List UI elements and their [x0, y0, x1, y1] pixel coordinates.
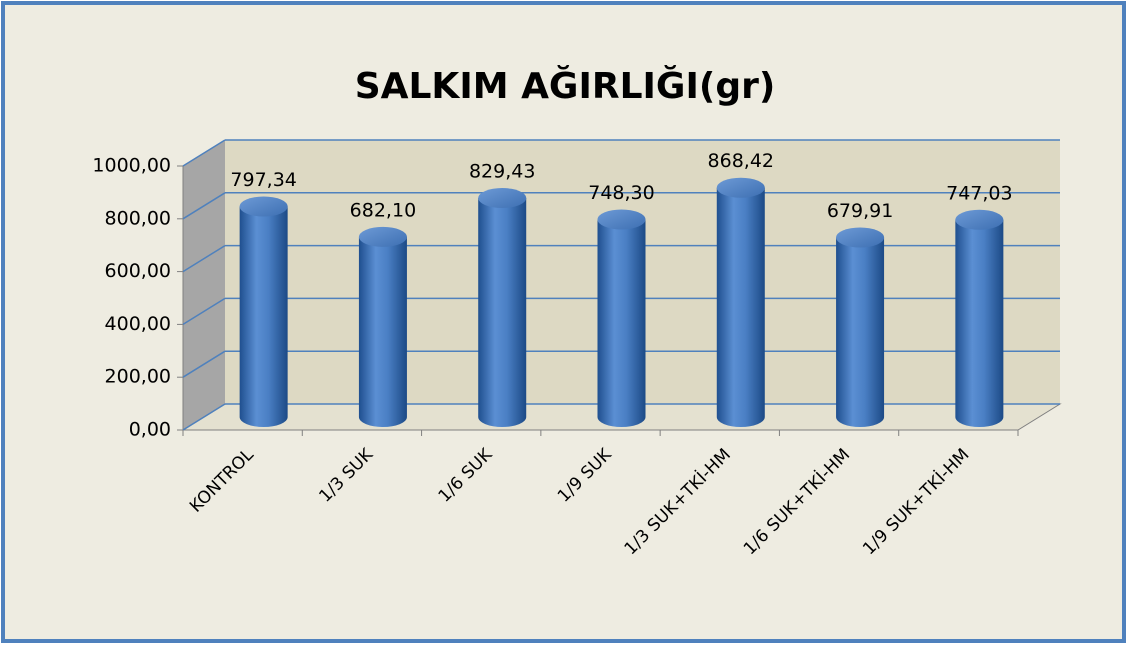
value-label: 797,34 — [230, 169, 296, 191]
y-tick-label: 800,00 — [105, 207, 171, 229]
y-tick-label: 200,00 — [105, 366, 171, 388]
value-label: 868,42 — [708, 150, 774, 172]
cylinder — [955, 209, 1004, 427]
bar — [597, 219, 646, 427]
bar — [716, 187, 765, 427]
bar-top — [358, 226, 407, 247]
bar-top — [955, 209, 1004, 230]
bar-top — [716, 177, 765, 198]
bar — [478, 198, 527, 427]
cylinder — [478, 188, 527, 427]
bar-top — [597, 209, 646, 230]
y-tick-label: 0,00 — [129, 419, 171, 441]
cylinder — [597, 209, 646, 427]
bar-top — [836, 227, 885, 248]
value-label: 748,30 — [588, 182, 654, 204]
y-tick-label: 600,00 — [105, 260, 171, 282]
bar-top — [239, 196, 288, 217]
value-label: 829,43 — [469, 161, 535, 183]
cylinder — [716, 177, 765, 427]
y-tick-label: 400,00 — [105, 313, 171, 335]
grid-line-side — [182, 350, 226, 378]
cylinder — [836, 227, 885, 427]
cylinder — [239, 196, 288, 427]
grid-line-side — [182, 139, 226, 167]
y-tick-label: 1000,00 — [92, 155, 171, 177]
chart-title: SALKIM AĞIRLIĞI(gr) — [355, 65, 776, 107]
bar — [239, 206, 288, 427]
grid-line-side — [182, 297, 226, 326]
cylinder — [358, 226, 407, 427]
value-label: 679,91 — [827, 200, 893, 222]
grid-line-side — [182, 403, 226, 431]
bar — [836, 237, 885, 427]
value-label: 682,10 — [350, 199, 416, 221]
grid-line-side — [182, 244, 226, 273]
value-label: 747,03 — [946, 182, 1012, 204]
bar — [955, 219, 1004, 427]
bar — [358, 236, 407, 427]
grid-line-side — [182, 192, 226, 220]
side-wall — [183, 140, 225, 430]
bar-top — [478, 188, 527, 209]
